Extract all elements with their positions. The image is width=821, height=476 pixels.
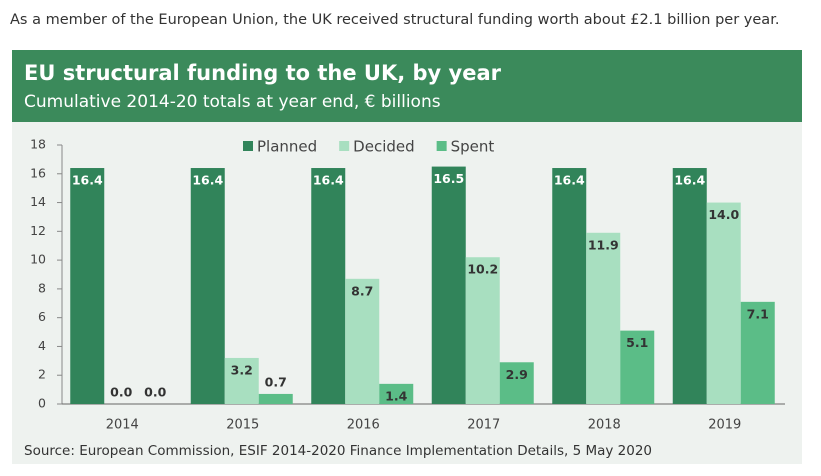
data-label: 16.4 — [674, 173, 705, 188]
y-tick-label: 6 — [38, 309, 46, 324]
data-label: 7.1 — [747, 306, 769, 321]
legend-swatch — [339, 141, 350, 151]
x-tick-label: 2018 — [588, 418, 621, 433]
chart-subtitle: Cumulative 2014-20 totals at year end, €… — [24, 92, 441, 112]
intro-text: As a member of the European Union, the U… — [10, 12, 779, 28]
y-tick-label: 8 — [38, 280, 46, 295]
y-tick-label: 16 — [30, 165, 46, 180]
bar — [552, 168, 587, 404]
bar — [499, 362, 534, 404]
bar — [586, 232, 621, 404]
data-label: 16.5 — [433, 171, 464, 186]
data-label: 16.4 — [192, 173, 223, 188]
data-label: 0.7 — [265, 374, 287, 389]
y-tick-label: 2 — [38, 367, 46, 382]
bar — [740, 301, 775, 404]
legend-label: Spent — [451, 138, 495, 156]
bar — [672, 168, 707, 404]
data-label: 16.4 — [554, 173, 585, 188]
y-tick-label: 10 — [30, 252, 46, 267]
x-tick-label: 2015 — [226, 418, 259, 433]
bar — [190, 168, 225, 404]
x-tick-label: 2016 — [347, 418, 380, 433]
plot-background — [12, 122, 802, 464]
bar — [465, 257, 500, 404]
y-tick-label: 4 — [38, 338, 46, 353]
y-tick-label: 14 — [30, 194, 46, 209]
data-label: 0.0 — [110, 385, 132, 400]
bar — [345, 278, 380, 404]
bar — [258, 393, 293, 404]
y-tick-label: 18 — [30, 137, 46, 152]
legend-label: Planned — [257, 138, 317, 156]
data-label: 11.9 — [588, 237, 619, 252]
legend-label: Decided — [353, 138, 414, 156]
data-label: 10.2 — [467, 262, 498, 277]
bar — [311, 168, 346, 404]
bar — [431, 166, 466, 404]
bar — [706, 202, 741, 404]
header — [12, 50, 802, 122]
data-label: 1.4 — [385, 388, 407, 403]
y-tick-label: 12 — [30, 223, 46, 238]
bar — [70, 168, 105, 404]
chart-title: EU structural funding to the UK, by year — [24, 61, 502, 85]
data-label: 16.4 — [72, 173, 103, 188]
x-tick-label: 2017 — [467, 418, 500, 433]
legend-swatch — [436, 141, 447, 151]
bar — [620, 330, 655, 404]
data-label: 0.0 — [144, 385, 166, 400]
legend-swatch — [243, 141, 253, 151]
y-tick-label: 0 — [38, 396, 46, 411]
data-label: 14.0 — [708, 207, 739, 222]
data-label: 16.4 — [313, 173, 344, 188]
data-label: 5.1 — [626, 335, 648, 350]
source: Source: European Commission, ESIF 2014-2… — [24, 443, 652, 459]
data-label: 8.7 — [351, 283, 373, 298]
bar — [379, 383, 414, 404]
data-label: 3.2 — [231, 362, 253, 377]
x-tick-label: 2014 — [106, 418, 139, 433]
bar — [224, 357, 259, 404]
data-label: 2.9 — [506, 367, 528, 382]
x-tick-label: 2019 — [708, 418, 741, 433]
